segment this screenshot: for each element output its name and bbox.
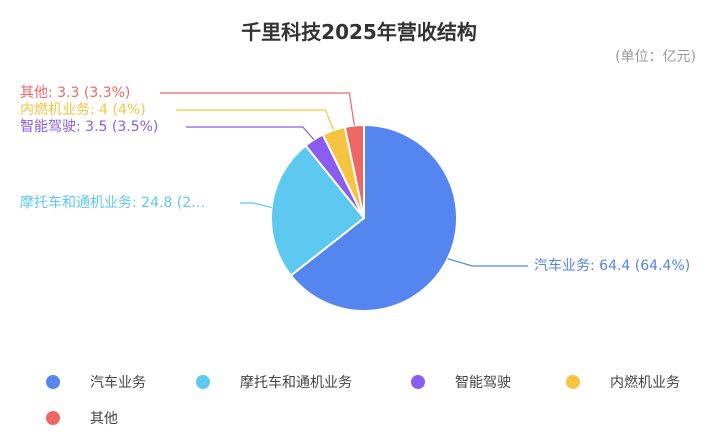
pie-slice-0[interactable] bbox=[289, 123, 458, 312]
legend-item-2[interactable]: 智能驾驶 bbox=[411, 372, 511, 392]
legend-swatch-4 bbox=[46, 411, 60, 425]
legend-item-0[interactable]: 汽车业务 bbox=[46, 372, 146, 392]
pie-slice-4[interactable] bbox=[343, 123, 365, 219]
slice-label-4: 其他: 3.3 (3.3%) bbox=[20, 85, 130, 101]
legend-label-2: 智能驾驶 bbox=[455, 375, 511, 391]
unit-note: (单位：亿元) bbox=[615, 49, 696, 65]
legend-label-3: 内燃机业务 bbox=[610, 375, 680, 391]
leader-line-4 bbox=[160, 92, 355, 126]
leader-line-2 bbox=[186, 126, 315, 141]
legend-label-1: 摩托车和通机业务 bbox=[240, 375, 352, 391]
legend-swatch-0 bbox=[46, 375, 60, 389]
slice-label-0: 汽车业务: 64.4 (64.4%) bbox=[534, 257, 690, 274]
slice-label-1: 摩托车和通机业务: 24.8 (2… bbox=[20, 194, 205, 211]
legend-item-3[interactable]: 内燃机业务 bbox=[566, 372, 680, 392]
leader-line-3 bbox=[176, 109, 335, 131]
legend-swatch-3 bbox=[566, 375, 580, 389]
legend-item-4[interactable]: 其他 bbox=[46, 408, 118, 428]
pie-slice-1[interactable] bbox=[270, 144, 366, 277]
chart-title: 千里科技2025年营收结构 bbox=[241, 20, 477, 44]
leader-line-0 bbox=[447, 258, 528, 267]
legend-swatch-1 bbox=[196, 375, 210, 389]
legend-label-0: 汽车业务 bbox=[90, 375, 146, 391]
slice-label-3: 内燃机业务: 4 (4%) bbox=[20, 101, 146, 118]
leader-line-1 bbox=[240, 202, 272, 209]
legend-label-4: 其他 bbox=[90, 411, 118, 427]
legend-swatch-2 bbox=[411, 375, 425, 389]
legend-item-1[interactable]: 摩托车和通机业务 bbox=[196, 372, 352, 392]
slice-label-2: 智能驾驶: 3.5 (3.5%) bbox=[20, 119, 158, 135]
